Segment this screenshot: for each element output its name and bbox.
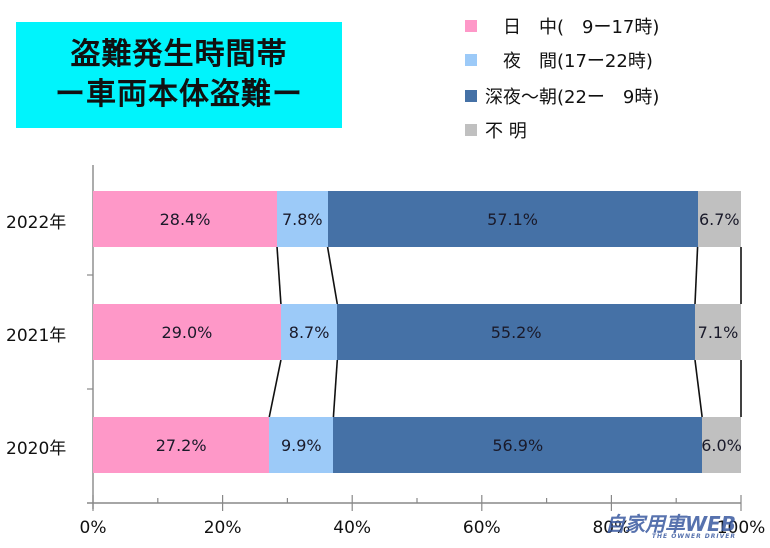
legend-item: 不 明 bbox=[465, 118, 527, 142]
chart-title: 盗難発生時間帯 bbox=[70, 37, 288, 72]
data-label: 27.2% bbox=[155, 435, 207, 455]
bar-segment: 7.1% bbox=[694, 304, 741, 360]
data-label: 57.1% bbox=[487, 209, 538, 229]
x-tick-label: 0% bbox=[79, 518, 107, 538]
bar-segment: 9.9% bbox=[269, 417, 334, 473]
bar-segment: 7.8% bbox=[277, 191, 328, 247]
series-connector-line bbox=[694, 359, 703, 418]
watermark-logo: 自家用車WEB THE OWNER DRIVER bbox=[605, 508, 736, 540]
legend-swatch-icon bbox=[465, 90, 477, 102]
x-tick-label: 40% bbox=[333, 518, 372, 538]
x-tick-label: 80% bbox=[592, 518, 631, 538]
category-label: 2022年 bbox=[6, 213, 67, 233]
data-label: 28.4% bbox=[159, 209, 211, 229]
x-tick-label: 60% bbox=[462, 518, 501, 538]
legend-label: 日 中( 9ー17時) bbox=[485, 17, 660, 38]
bar-segment: 8.7% bbox=[280, 304, 338, 360]
series-connector-line bbox=[694, 246, 699, 305]
data-label: 6.7% bbox=[698, 209, 740, 229]
legend-label: 不 明 bbox=[485, 121, 527, 142]
data-label: 56.9% bbox=[492, 435, 544, 455]
legend-swatch-icon bbox=[465, 124, 477, 136]
data-label: 55.2% bbox=[490, 322, 542, 342]
series-connector-line bbox=[276, 246, 282, 305]
bar-segment: 27.2% bbox=[93, 417, 270, 473]
chart-subtitle: ー車両本体盗難ー bbox=[55, 77, 303, 112]
bar-segment: 6.0% bbox=[701, 417, 742, 473]
watermark-subtext: THE OWNER DRIVER bbox=[651, 533, 736, 540]
bar-segment: 6.7% bbox=[697, 191, 741, 247]
bar-segment: 28.4% bbox=[93, 191, 278, 247]
legend-swatch-icon bbox=[465, 20, 477, 32]
watermark-text: 自家用車WEB bbox=[605, 512, 736, 536]
series-connector-line bbox=[326, 246, 339, 305]
legend-label: 深夜～朝(22ー 9時) bbox=[485, 87, 660, 108]
chart-title-box: 盗難発生時間帯 ー車両本体盗難ー bbox=[16, 22, 342, 128]
series-connector-line bbox=[268, 359, 282, 418]
legend-item: 夜 間(17ー22時) bbox=[465, 48, 653, 72]
bar-segment: 57.1% bbox=[327, 191, 698, 247]
data-label: 7.1% bbox=[697, 322, 739, 342]
x-tick-label: 20% bbox=[203, 518, 242, 538]
data-label: 29.0% bbox=[161, 322, 213, 342]
data-label: 8.7% bbox=[288, 322, 330, 342]
category-label: 2021年 bbox=[6, 326, 67, 346]
bar-segment: 29.0% bbox=[93, 304, 281, 360]
legend-item: 深夜～朝(22ー 9時) bbox=[465, 84, 659, 108]
series-connector-line bbox=[332, 359, 339, 418]
data-label: 9.9% bbox=[280, 435, 322, 455]
category-label: 2020年 bbox=[6, 439, 67, 459]
bar-segment: 55.2% bbox=[337, 304, 695, 360]
legend-swatch-icon bbox=[465, 54, 477, 66]
legend-label: 夜 間(17ー22時) bbox=[485, 51, 653, 72]
bar-segment: 56.9% bbox=[333, 417, 703, 473]
data-label: 6.0% bbox=[701, 435, 742, 455]
legend-item: 日 中( 9ー17時) bbox=[465, 14, 659, 38]
data-label: 7.8% bbox=[281, 209, 323, 229]
x-tick-label: 100% bbox=[716, 518, 766, 538]
